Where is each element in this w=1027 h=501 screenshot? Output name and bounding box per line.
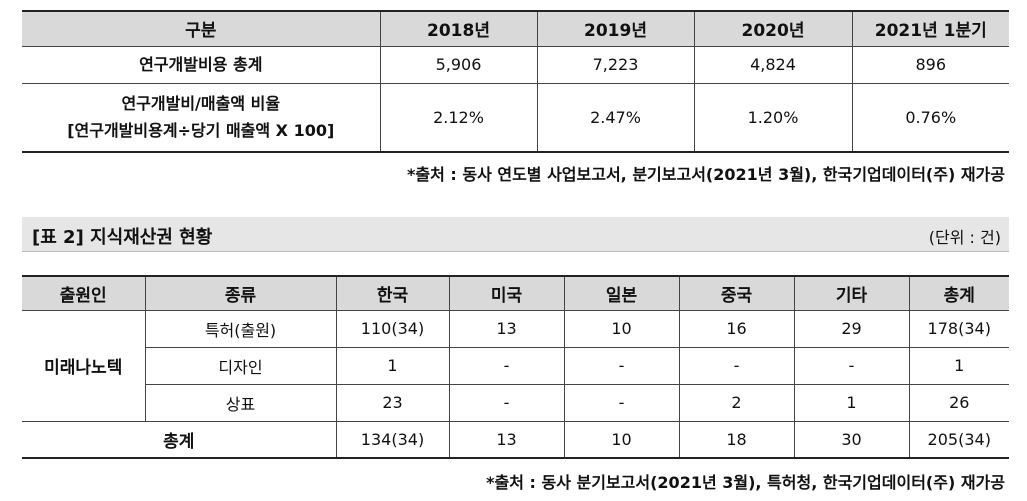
ip-status-table: 출원인 종류 한국 미국 일본 중국 기타 총계 미래나노텍 특허(출원) 11… bbox=[22, 275, 1009, 459]
header-type: 종류 bbox=[144, 275, 337, 311]
table-row: 미래나노텍 특허(출원) 110(34) 13 10 16 29 178(34) bbox=[22, 309, 1009, 422]
rnd-expense-table: 구분 2018년 2019년 2020년 2021년 1분기 연구개발비용 총계… bbox=[22, 10, 1009, 153]
table-cell: 16 bbox=[678, 309, 795, 348]
header-2018: 2018년 bbox=[379, 10, 538, 47]
applicant-name: 미래나노텍 bbox=[22, 309, 146, 422]
table-title-bar: [표 2] 지식재산권 현황 (단위 : 건) bbox=[22, 217, 1009, 252]
table-cell: 7,223 bbox=[536, 45, 695, 84]
row-label-rnd-total: 연구개발비용 총계 bbox=[22, 45, 381, 84]
table-header-row: 출원인 종류 한국 미국 일본 중국 기타 총계 bbox=[22, 275, 1009, 311]
table-cell: 30 bbox=[793, 420, 910, 459]
table-cell: 29 bbox=[793, 309, 910, 348]
table-cell: 10 bbox=[563, 420, 680, 459]
source-note: *출처 : 동사 분기보고서(2021년 3월), 특허청, 한국기업데이터(주… bbox=[486, 473, 1005, 492]
header-2019: 2019년 bbox=[536, 10, 695, 47]
table-cell: 18 bbox=[678, 420, 795, 459]
row-label-line: [연구개발비용계÷당기 매출액 X 100] bbox=[67, 121, 335, 141]
table-cell: 2.12% bbox=[379, 82, 538, 153]
table-cell: 4,824 bbox=[693, 45, 853, 84]
table-row: 연구개발비/매출액 비율 [연구개발비용계÷당기 매출액 X 100] 2.12… bbox=[22, 82, 1009, 153]
header-2020: 2020년 bbox=[693, 10, 853, 47]
header-japan: 일본 bbox=[563, 275, 680, 311]
table-cell: 205(34) bbox=[908, 420, 1009, 459]
table-cell: 0.76% bbox=[851, 82, 1009, 153]
header-category: 구분 bbox=[22, 10, 381, 47]
header-korea: 한국 bbox=[335, 275, 450, 311]
table-cell: 13 bbox=[448, 420, 565, 459]
ip-type: 특허(출원) bbox=[144, 309, 337, 348]
table-row: 디자인 1 - - - - 1 bbox=[22, 346, 1009, 385]
table-cell: 23 bbox=[335, 383, 450, 422]
header-2021-q1: 2021년 1분기 bbox=[851, 10, 1009, 47]
table-title: [표 2] 지식재산권 현황 bbox=[32, 227, 213, 248]
table-header-row: 구분 2018년 2019년 2020년 2021년 1분기 bbox=[22, 10, 1009, 47]
table-cell: 1 bbox=[908, 346, 1009, 385]
unit-label: (단위 : 건) bbox=[928, 228, 1001, 247]
row-label-line: 연구개발비/매출액 비율 bbox=[121, 94, 281, 114]
table-cell: - bbox=[448, 346, 565, 385]
header-other: 기타 bbox=[793, 275, 910, 311]
table-row: 상표 23 - - 2 1 26 bbox=[22, 383, 1009, 422]
table-cell: - bbox=[678, 346, 795, 385]
total-row: 총계 134(34) 13 10 18 30 205(34) bbox=[22, 420, 1009, 459]
table-cell: 26 bbox=[908, 383, 1009, 422]
table-cell: 1.20% bbox=[693, 82, 853, 153]
table-cell: 178(34) bbox=[908, 309, 1009, 348]
table-cell: 134(34) bbox=[335, 420, 450, 459]
table-cell: 2 bbox=[678, 383, 795, 422]
table-row: 연구개발비용 총계 5,906 7,223 4,824 896 bbox=[22, 45, 1009, 84]
ip-type: 상표 bbox=[145, 383, 337, 422]
header-china: 중국 bbox=[678, 275, 795, 311]
table-cell: - bbox=[563, 383, 680, 422]
table-cell: 1 bbox=[793, 383, 910, 422]
row-label-rnd-ratio: 연구개발비/매출액 비율 [연구개발비용계÷당기 매출액 X 100] bbox=[22, 82, 381, 153]
table-cell: 1 bbox=[335, 346, 450, 385]
table-cell: - bbox=[793, 346, 910, 385]
table-cell: - bbox=[563, 346, 680, 385]
table-cell: 2.47% bbox=[536, 82, 695, 153]
header-applicant: 출원인 bbox=[22, 275, 146, 311]
header-total: 총계 bbox=[908, 275, 1009, 311]
total-label: 총계 bbox=[22, 420, 337, 459]
table-cell: 896 bbox=[851, 45, 1009, 84]
table-cell: 110(34) bbox=[335, 309, 450, 348]
header-usa: 미국 bbox=[448, 275, 565, 311]
source-note: *출처 : 동사 연도별 사업보고서, 분기보고서(2021년 3월), 한국기… bbox=[407, 165, 1005, 184]
table-cell: - bbox=[448, 383, 565, 422]
table-cell: 13 bbox=[448, 309, 565, 348]
ip-type: 디자인 bbox=[145, 346, 337, 385]
table-cell: 5,906 bbox=[379, 45, 538, 84]
table-cell: 10 bbox=[563, 309, 680, 348]
